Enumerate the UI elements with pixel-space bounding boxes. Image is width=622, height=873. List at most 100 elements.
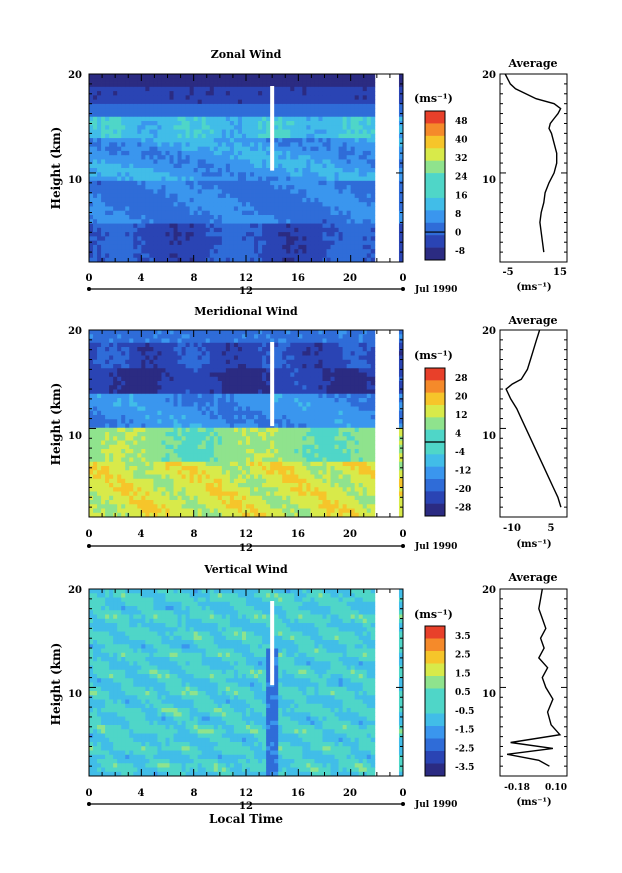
heatmap-cell <box>229 364 235 369</box>
heatmap-cell <box>117 432 122 437</box>
heatmap-cell <box>193 253 199 259</box>
heatmap-cell <box>398 108 403 113</box>
heatmap-cell <box>250 86 255 92</box>
heatmap-cell <box>137 449 142 454</box>
heatmap-cell <box>89 372 94 378</box>
heatmap-cell <box>362 206 368 212</box>
heatmap-cell <box>330 176 335 182</box>
heatmap-cell <box>165 155 170 160</box>
heatmap-cell <box>282 180 287 186</box>
heatmap-cell <box>250 193 255 199</box>
heatmap-cell <box>221 155 227 160</box>
heatmap-cell <box>125 461 130 467</box>
heatmap-cell <box>137 330 142 335</box>
heatmap-cell <box>109 415 114 420</box>
heatmap-cell <box>105 108 110 113</box>
heatmap-cell <box>342 236 348 242</box>
heatmap-cell <box>197 393 203 399</box>
heatmap-cell <box>346 227 352 233</box>
heatmap-cell <box>209 342 215 348</box>
heatmap-cell <box>181 185 187 190</box>
heatmap-cell <box>197 372 203 378</box>
heatmap-cell <box>161 91 166 96</box>
heatmap-cell <box>205 249 211 254</box>
heatmap-cell <box>189 232 195 237</box>
heatmap-cell <box>197 406 203 412</box>
heatmap-cell <box>274 133 279 139</box>
heatmap-cell <box>189 432 195 437</box>
heatmap-cell <box>153 470 158 475</box>
heatmap-cell <box>342 253 348 259</box>
heatmap-cell <box>153 103 158 109</box>
heatmap-cell <box>213 461 219 467</box>
heatmap-cell <box>221 91 227 96</box>
heatmap-cell <box>189 508 195 514</box>
heatmap-cell <box>246 189 251 195</box>
heatmap-cell <box>117 491 122 497</box>
heatmap-cell <box>322 112 327 118</box>
heatmap-cell <box>205 410 211 416</box>
heatmap-cell <box>169 193 174 199</box>
heatmap-cell <box>217 338 223 344</box>
heatmap-cell <box>330 121 335 126</box>
heatmap-cell <box>165 461 170 467</box>
heatmap-cell <box>342 108 348 113</box>
heatmap-cell <box>165 376 170 382</box>
heatmap-cell <box>209 108 215 113</box>
heatmap-cell <box>209 121 215 126</box>
heatmap-cell <box>201 193 207 199</box>
heatmap-cell <box>105 381 110 386</box>
heatmap-cell <box>254 155 259 160</box>
heatmap-cell <box>157 244 162 250</box>
heatmap-cell <box>302 236 307 242</box>
heatmap-cell <box>326 91 331 96</box>
heatmap-cell <box>177 432 182 437</box>
heatmap-cell <box>354 249 360 254</box>
heatmap-cell <box>89 99 94 105</box>
heatmap-cell <box>153 415 158 420</box>
heatmap-cell <box>133 176 138 182</box>
heatmap-cell <box>125 232 130 237</box>
heatmap-cell <box>201 449 207 454</box>
heatmap-cell <box>149 240 154 246</box>
heatmap-cell <box>262 219 267 224</box>
heatmap-cell <box>97 223 102 229</box>
heatmap-cell <box>197 133 203 139</box>
heatmap-cell <box>338 223 344 229</box>
heatmap-cell <box>165 347 170 352</box>
heatmap-cell <box>342 125 348 130</box>
heatmap-cell <box>274 95 279 101</box>
heatmap-cell <box>213 406 219 412</box>
heatmap-cell <box>97 121 102 126</box>
heatmap-cell <box>221 121 227 126</box>
heatmap-cell <box>233 334 239 339</box>
heatmap-cell <box>153 457 158 463</box>
heatmap-cell <box>229 232 235 237</box>
heatmap-cell <box>173 351 178 356</box>
heatmap-cell <box>173 483 178 488</box>
heatmap-cell <box>153 202 158 207</box>
heatmap-cell <box>262 82 267 88</box>
heatmap-cell <box>278 150 283 156</box>
heatmap-cell <box>233 342 239 348</box>
heatmap-cell <box>89 112 94 118</box>
heatmap-cell <box>177 168 182 173</box>
heatmap-cell <box>246 236 251 242</box>
heatmap-cell <box>157 189 162 195</box>
heatmap-cell <box>109 103 114 109</box>
heatmap-cell <box>133 347 138 352</box>
heatmap-cell <box>258 142 263 148</box>
heatmap-cell <box>177 453 182 458</box>
heatmap-cell <box>310 138 315 143</box>
heatmap-cell <box>266 74 271 79</box>
heatmap-cell <box>121 410 126 416</box>
heatmap-cell <box>141 500 146 505</box>
heatmap-cell <box>282 112 287 118</box>
heatmap-cell <box>225 232 231 237</box>
heatmap-cell <box>133 125 138 130</box>
heatmap-cell <box>306 95 311 101</box>
heatmap-cell <box>314 236 319 242</box>
heatmap-cell <box>125 150 130 156</box>
heatmap-cell <box>350 133 356 139</box>
heatmap-cell <box>250 240 255 246</box>
